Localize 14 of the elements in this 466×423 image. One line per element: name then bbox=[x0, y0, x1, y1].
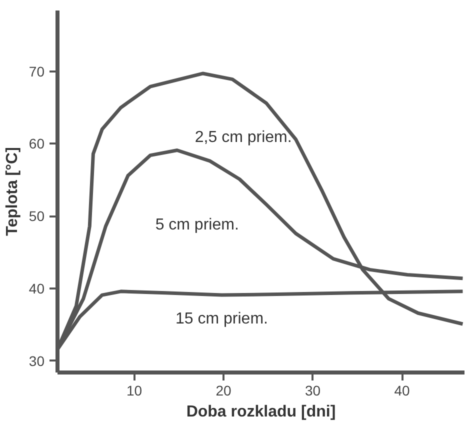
y-tick-label: 30 bbox=[28, 352, 45, 369]
y-tick-label: 70 bbox=[28, 63, 45, 80]
x-tick-label: 30 bbox=[304, 382, 321, 398]
x-tick-label: 40 bbox=[394, 382, 410, 398]
series-label: 5 cm priem. bbox=[155, 216, 239, 234]
series-label: 15 cm priem. bbox=[175, 310, 268, 328]
x-tick-label: 20 bbox=[216, 382, 232, 398]
y-tick-label: 40 bbox=[28, 280, 45, 297]
y-tick-label: 60 bbox=[28, 136, 45, 152]
y-tick-label: 50 bbox=[28, 208, 45, 224]
series-label: 2,5 cm priem. bbox=[194, 128, 292, 146]
y-axis-title: Teplota [°C] bbox=[4, 147, 21, 236]
x-tick-label: 10 bbox=[126, 382, 142, 398]
x-axis-title: Doba rozkladu [dni] bbox=[186, 404, 336, 420]
